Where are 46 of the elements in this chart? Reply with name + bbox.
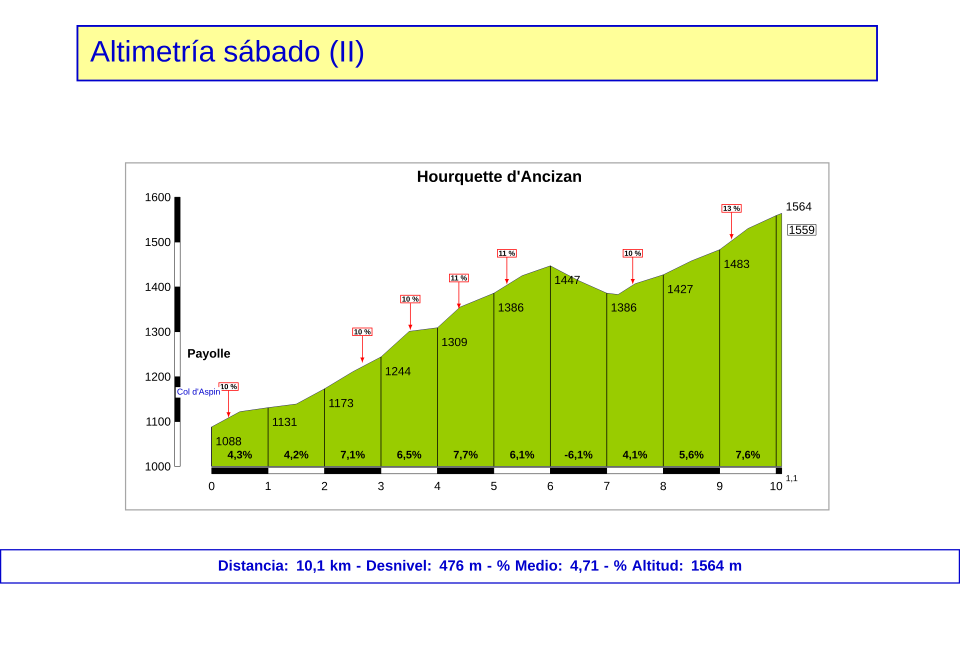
y-tick-label: 1300 [146,327,170,336]
annotation: -6,1% [564,450,592,460]
annotation: 5,6% [679,450,704,460]
y-tick-label: 1100 [146,417,170,426]
x-tick-label: 1 [266,482,271,490]
x-tick-label: 6 [548,482,554,490]
annotation: 4,3% [228,450,252,460]
annotation: 4,1% [622,450,648,460]
x-tick-label: 2 [322,482,328,490]
y-tick-label: 1500 [146,238,170,246]
data-label: 1559 [790,225,814,234]
data-label: 1447 [555,276,580,284]
x-tick-label: 8 [660,482,666,490]
annotation: 1,1 [786,475,798,482]
x-tick-label: 7 [604,482,610,490]
annotation: 6,5% [397,450,422,460]
annotation: 7,1% [340,450,365,460]
data-label: 1244 [386,366,411,376]
chart-title: Altimetría sábado (II) [90,40,364,68]
data-label: 1564 [786,202,812,210]
x-tick-label: 10 [770,482,782,490]
y-tick-label: 1000 [146,462,170,470]
chart-subtitle: Hourquette d'Ancizan [418,170,581,185]
y-tick-label: 1400 [146,282,170,291]
x-tick-label: 9 [716,482,722,490]
data-label: 1173 [329,398,354,408]
annotation: Payolle [188,348,230,360]
data-label: 1427 [668,284,693,293]
x-tick-label: 3 [378,482,384,490]
data-label: 1386 [612,303,636,312]
data-label: 1483 [724,260,750,268]
y-tick-label: 1200 [146,372,170,381]
data-label: 1309 [442,338,467,346]
annotation: 6,1% [510,450,534,460]
x-tick-label: 4 [434,482,440,490]
x-tick-label: 0 [208,482,214,490]
annotation: 4,2% [284,450,308,460]
text: Distancia: 10,1 km - Desnivel: 476 m - % Medio: 4,71 - % Altitud: 1564 m [218,560,742,573]
y-tick-label: 1600 [146,192,170,202]
annotation: Col d'Aspin [177,388,220,396]
x-tick-label: 5 [491,482,497,490]
data-label: 1386 [498,303,524,312]
data-label: 1131 [272,418,297,426]
annotation: 7,7% [454,450,478,460]
annotation: 7,6% [736,450,760,460]
data-label: 1088 [216,436,242,446]
